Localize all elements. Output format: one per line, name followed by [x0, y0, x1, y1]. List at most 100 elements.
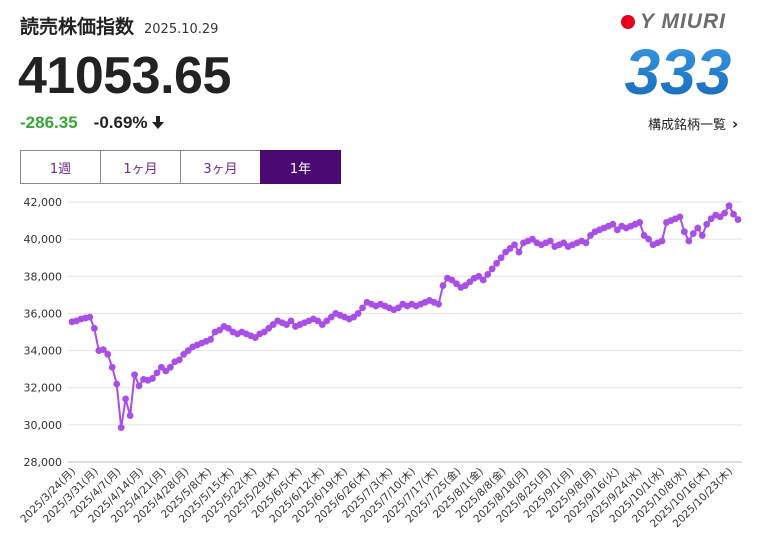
data-point — [636, 219, 644, 226]
tab-1-week[interactable]: 1週 — [20, 150, 101, 184]
data-point — [582, 239, 590, 247]
data-point — [734, 216, 742, 223]
data-point — [506, 245, 514, 252]
data-point — [207, 336, 214, 343]
change-absolute: -286.35 — [20, 113, 78, 132]
tab-1-year[interactable]: 1年 — [260, 150, 341, 184]
data-point — [149, 375, 156, 382]
data-point — [703, 220, 711, 228]
data-point — [175, 356, 183, 364]
data-point — [716, 213, 724, 221]
y-tick-label: 38,000 — [24, 270, 63, 283]
data-point — [613, 226, 621, 234]
data-point — [327, 313, 335, 321]
data-point — [251, 334, 259, 341]
data-point — [448, 276, 456, 284]
data-point — [435, 300, 442, 308]
change-row: -286.35 -0.69% — [20, 113, 164, 133]
data-point — [269, 321, 277, 328]
data-point — [126, 412, 134, 419]
data-point — [287, 317, 295, 325]
chart-y-ticks: 28,000 30,000 32,000 34,000 36,000 38,000 40,0… — [24, 196, 63, 469]
data-point — [609, 220, 617, 228]
data-point — [676, 213, 684, 221]
logo-numerals: 333 — [625, 36, 732, 98]
index-line-chart: 28,000 30,000 32,000 34,000 36,000 38,000 40,0… — [18, 196, 742, 530]
data-point — [265, 324, 273, 332]
data-point — [225, 324, 232, 332]
data-point — [104, 350, 112, 358]
data-point — [131, 371, 138, 379]
title-row: 読売株価指数 2025.10.29 — [20, 12, 218, 39]
data-point — [475, 272, 483, 280]
data-point — [122, 395, 130, 403]
data-point — [546, 237, 554, 245]
data-point — [90, 324, 98, 332]
data-point — [283, 321, 290, 328]
data-point — [725, 202, 733, 210]
data-point — [730, 210, 737, 218]
data-point — [318, 321, 326, 328]
data-point — [707, 215, 715, 223]
data-point — [511, 241, 518, 249]
change-percent-wrap: -0.69% — [94, 113, 164, 133]
data-point — [680, 228, 688, 236]
period-tabs: 1週 1ヶ月 3ヶ月 1年 — [20, 150, 341, 184]
data-point — [466, 278, 474, 286]
data-point — [488, 265, 496, 273]
logo-numerals-text: 333 — [625, 36, 732, 98]
tab-3-months[interactable]: 3ヶ月 — [180, 150, 261, 184]
data-point — [587, 232, 594, 239]
data-point — [502, 248, 509, 256]
data-point — [117, 424, 125, 432]
data-point — [216, 326, 223, 334]
data-point — [394, 304, 402, 312]
index-value: 41053.65 — [18, 47, 231, 105]
data-point — [658, 237, 666, 245]
data-point — [113, 380, 121, 388]
chart-x-ticks: 2025/3/24(月)2025/3/31(月)2025/4/7(月)2025/… — [18, 465, 735, 530]
data-point — [528, 235, 536, 243]
data-point — [461, 282, 469, 289]
data-point — [153, 369, 161, 377]
data-point — [645, 235, 653, 243]
y-tick-label: 28,000 — [24, 456, 63, 469]
y-tick-label: 34,000 — [24, 345, 63, 358]
data-point — [135, 382, 143, 390]
data-point — [484, 271, 492, 278]
data-point — [260, 328, 268, 336]
data-point — [162, 367, 170, 375]
data-point — [439, 282, 447, 289]
data-point — [99, 346, 107, 354]
data-point — [184, 347, 192, 354]
data-point — [157, 363, 165, 371]
data-point — [180, 350, 188, 358]
y-tick-label: 42,000 — [24, 196, 63, 209]
y-tick-label: 30,000 — [24, 419, 63, 432]
y-tick-label: 32,000 — [24, 382, 63, 395]
series-points — [68, 202, 742, 432]
constituents-link-label: 構成銘柄一覧 — [648, 118, 727, 133]
data-point — [685, 237, 693, 245]
data-point — [359, 304, 366, 312]
data-point — [689, 230, 697, 237]
data-point — [323, 317, 331, 325]
chevron-right-icon: › — [732, 114, 739, 133]
data-point — [166, 363, 174, 371]
tab-1-month[interactable]: 1ヶ月 — [100, 150, 181, 184]
change-percent: -0.69% — [93, 113, 148, 132]
data-point — [453, 280, 460, 288]
data-point — [493, 259, 501, 267]
index-name: 読売株価指数 — [20, 16, 135, 38]
y-tick-label: 36,000 — [24, 307, 63, 320]
data-point — [721, 209, 728, 217]
data-point — [314, 317, 322, 325]
data-point — [640, 232, 648, 239]
chart-gridlines — [68, 201, 742, 463]
data-point — [694, 224, 702, 232]
arrow-down-icon — [151, 116, 164, 129]
data-point — [560, 239, 568, 247]
y-tick-label: 40,000 — [24, 233, 63, 246]
constituents-link[interactable]: 構成銘柄一覧 › — [648, 114, 739, 134]
data-point — [354, 310, 362, 317]
